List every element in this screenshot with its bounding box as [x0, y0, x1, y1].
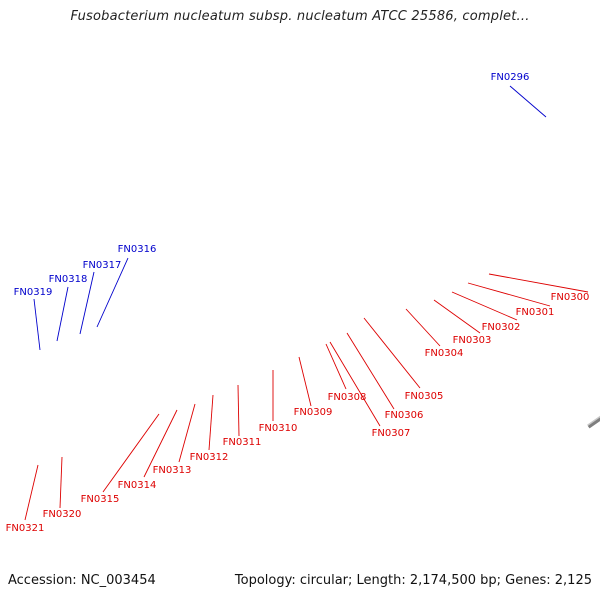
reverse-label-leader [363, 317, 421, 389]
reverse-label-FN0304: FN0304 [405, 308, 464, 359]
reverse-label-leader [433, 299, 481, 334]
reverse-label-leader [488, 273, 589, 293]
reverse-label-FN0301: FN0301 [467, 282, 555, 318]
reverse-label-FN0308: FN0308 [325, 343, 367, 403]
reverse-label-text: FN0302 [482, 322, 521, 333]
reverse-label-text: FN0314 [118, 480, 157, 491]
reverse-label-FN0315: FN0315 [81, 413, 160, 505]
reverse-label-FN0303: FN0303 [433, 299, 492, 346]
forward-label-FN0296: FN0296 [491, 72, 547, 118]
forward-label-FN0317: FN0317 [79, 260, 122, 335]
reverse-label-text: FN0303 [453, 335, 492, 346]
reverse-label-FN0321: FN0321 [6, 464, 45, 534]
reverse-label-text: FN0301 [516, 307, 555, 318]
reverse-label-leader [208, 394, 214, 451]
backbone [587, 417, 600, 429]
reverse-label-text: FN0315 [81, 494, 120, 505]
reverse-label-leader [59, 456, 63, 509]
reverse-label-text: FN0300 [551, 292, 590, 303]
reverse-label-FN0306: FN0306 [346, 332, 424, 421]
forward-label-FN0316: FN0316 [96, 244, 157, 328]
reverse-label-text: FN0321 [6, 523, 45, 534]
reverse-label-leader [451, 291, 518, 321]
reverse-label-FN0302: FN0302 [451, 291, 521, 333]
forward-label-leader [33, 298, 41, 351]
forward-label-FN0318: FN0318 [49, 274, 88, 342]
reverse-label-text: FN0308 [328, 392, 367, 403]
reverse-label-leader [298, 356, 312, 407]
reverse-label-leader [405, 308, 441, 347]
reverse-label-text: FN0306 [385, 410, 424, 421]
forward-label-text: FN0319 [14, 287, 53, 298]
forward-label-leader [96, 257, 129, 328]
forward-label-leader [79, 271, 95, 335]
reverse-label-leader [325, 343, 347, 390]
reverse-label-FN0320: FN0320 [43, 456, 82, 520]
reverse-label-FN0314: FN0314 [118, 409, 178, 491]
page-title: Fusobacterium nucleatum subsp. nucleatum… [70, 9, 530, 24]
forward-label-leader [509, 85, 547, 118]
reverse-label-FN0310: FN0310 [259, 370, 298, 434]
reverse-label-text: FN0310 [259, 423, 298, 434]
forward-label-text: FN0296 [491, 72, 530, 83]
forward-label-text: FN0317 [83, 260, 122, 271]
forward-label-text: FN0318 [49, 274, 88, 285]
reverse-label-leader [143, 409, 178, 478]
reverse-label-text: FN0307 [372, 428, 411, 439]
reverse-label-leader [237, 384, 240, 437]
reverse-label-FN0300: FN0300 [488, 273, 590, 303]
forward-label-text: FN0316 [118, 244, 157, 255]
forward-label-leader [56, 286, 69, 342]
backbone-shadow [587, 415, 600, 429]
reverse-label-leader [178, 403, 196, 463]
reverse-label-text: FN0309 [294, 407, 333, 418]
reverse-label-leader [329, 341, 381, 427]
reverse-label-FN0305: FN0305 [363, 317, 444, 402]
reverse-label-text: FN0312 [190, 452, 229, 463]
reverse-label-FN0313: FN0313 [153, 403, 196, 476]
reverse-label-leader [102, 413, 160, 493]
reverse-label-text: FN0304 [425, 348, 464, 359]
reverse-label-text: FN0305 [405, 391, 444, 402]
reverse-label-text: FN0313 [153, 465, 192, 476]
reverse-label-leader [467, 282, 551, 307]
reverse-label-text: FN0311 [223, 437, 262, 448]
genome-summary-text: Topology: circular; Length: 2,174,500 bp… [234, 573, 592, 588]
reverse-label-text: FN0320 [43, 509, 82, 520]
reverse-label-FN0309: FN0309 [294, 356, 333, 418]
reverse-label-FN0307: FN0307 [329, 341, 411, 439]
reverse-label-FN0311: FN0311 [223, 384, 262, 448]
reverse-label-FN0312: FN0312 [190, 394, 229, 463]
accession-text: Accession: NC_003454 [8, 573, 156, 588]
forward-label-FN0319: FN0319 [14, 287, 53, 351]
reverse-label-leader [346, 332, 395, 410]
reverse-label-leader [24, 464, 39, 521]
